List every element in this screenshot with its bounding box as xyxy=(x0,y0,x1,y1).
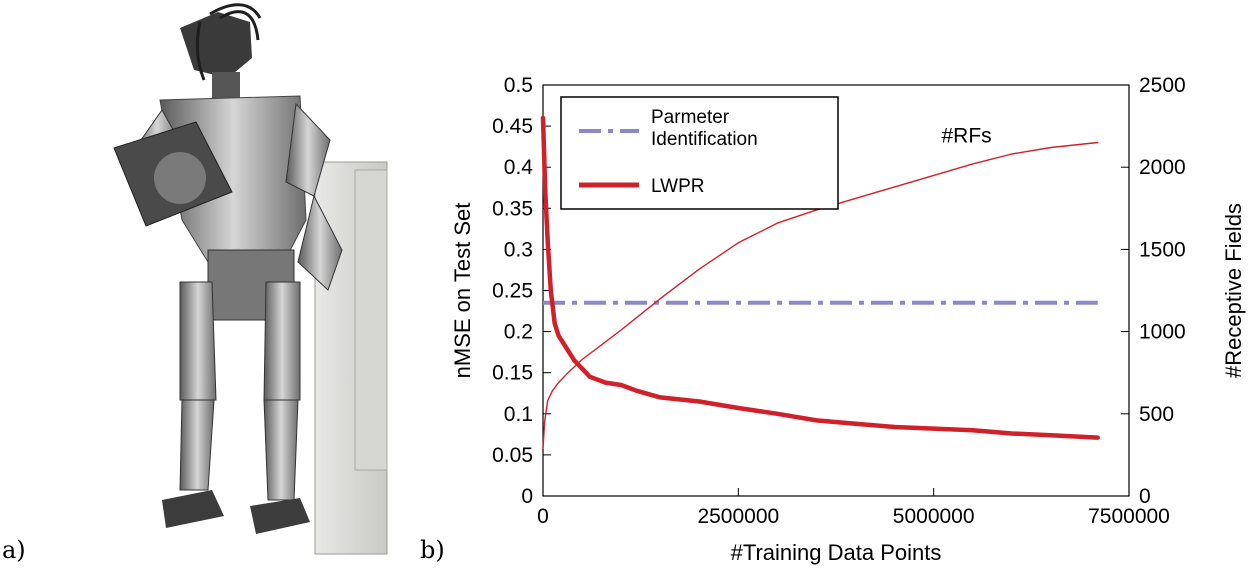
annotation-rfs: #RFs xyxy=(941,125,991,148)
robot-left-foot xyxy=(162,490,224,528)
robot-left-shin xyxy=(179,399,215,491)
series-line-receptive-fields xyxy=(542,141,1099,449)
y-tick-label: 0.05 xyxy=(492,444,533,467)
robot-right-forearm xyxy=(297,194,343,291)
legend-box xyxy=(560,96,839,210)
x-tick-label: 5000000 xyxy=(893,505,975,528)
chart-legend: Parmeter Identification LWPR xyxy=(560,96,839,210)
robot-cables xyxy=(195,3,262,81)
chart-series xyxy=(540,115,1100,449)
y2-tick-label: 500 xyxy=(1139,403,1174,426)
y2-tick-label: 1500 xyxy=(1139,238,1186,261)
y2-tick-label: 0 xyxy=(1139,485,1151,508)
y2-tick-label: 1000 xyxy=(1139,321,1186,344)
legend-label-parameter-identification: Parmeter Identification xyxy=(651,107,758,150)
y-tick-label: 0.5 xyxy=(504,74,533,97)
robot-right-foot xyxy=(250,498,310,534)
y-tick-label: 0.45 xyxy=(492,115,533,138)
y-tick-label: 0.2 xyxy=(504,321,533,344)
series-line-lwpr xyxy=(540,115,1100,440)
legend-label-lwpr: LWPR xyxy=(651,176,704,197)
robot-magazine-cover-art xyxy=(154,152,206,204)
y-tick-label: 0 xyxy=(521,485,533,508)
panel-label-a: a) xyxy=(2,536,26,564)
panel-label-b: b) xyxy=(420,536,445,564)
robot-neck xyxy=(212,72,240,100)
x-tick-label: 0 xyxy=(537,505,549,528)
x-tick-label: 2500000 xyxy=(697,505,779,528)
y-tick-label: 0.35 xyxy=(492,197,533,220)
chart-labels: #RFs #Training Data Points nMSE on Test Se… xyxy=(450,125,1246,565)
chart-axes: 0 0.05 0.1 0.15 0.2 0.25 0.3 0.35 0.4 0.45 0.5 0 500… xyxy=(492,74,1186,528)
y-tick-label: 0.25 xyxy=(492,280,533,303)
y-tick-label: 0.4 xyxy=(504,156,534,179)
x-tick-label: 7500000 xyxy=(1088,505,1170,528)
robot-photo xyxy=(113,3,388,555)
y2-tick-label: 2500 xyxy=(1139,74,1186,97)
y-tick-label: 0.3 xyxy=(504,238,533,261)
y2-axis-label: #Receptive Fields xyxy=(1221,203,1246,378)
y-axis-label: nMSE on Test Set xyxy=(450,203,475,379)
y-tick-label: 0.1 xyxy=(504,403,533,426)
robot-right-thigh xyxy=(263,281,301,401)
robot-left-thigh xyxy=(179,281,217,401)
y-tick-label: 0.15 xyxy=(492,362,533,385)
robot-stand-edge xyxy=(354,169,388,471)
y2-tick-label: 2000 xyxy=(1139,156,1186,179)
x-axis-label: #Training Data Points xyxy=(731,540,942,565)
